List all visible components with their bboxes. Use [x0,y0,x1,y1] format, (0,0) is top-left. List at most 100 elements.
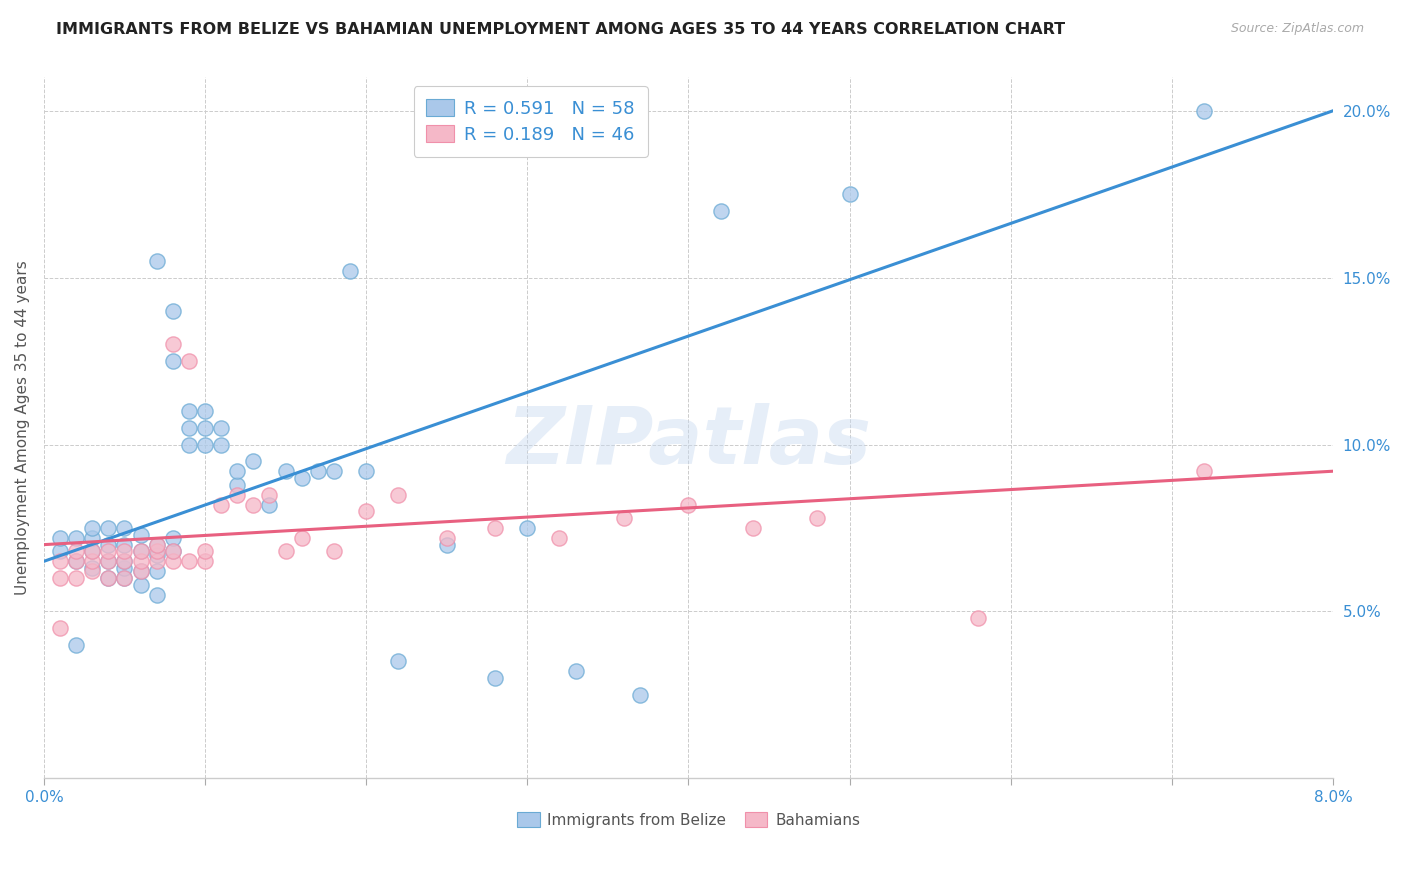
Point [710,203,733,218]
Point [339,264,361,278]
Point [209,498,232,512]
Point [49,571,72,585]
Point [97,544,120,558]
Point [226,464,249,478]
Point [65,571,87,585]
Point [967,611,990,625]
Point [65,544,87,558]
Y-axis label: Unemployment Among Ages 35 to 44 years: Unemployment Among Ages 35 to 44 years [15,260,30,595]
Point [145,554,167,568]
Point [484,671,506,685]
Point [97,571,120,585]
Point [145,588,167,602]
Point [82,544,104,558]
Point [274,464,297,478]
Point [194,544,217,558]
Point [162,544,184,558]
Point [806,511,828,525]
Point [162,354,184,368]
Point [145,564,167,578]
Point [114,521,136,535]
Point [145,254,167,268]
Point [177,554,200,568]
Point [209,437,232,451]
Point [162,531,184,545]
Point [291,471,314,485]
Point [259,498,281,512]
Point [307,464,329,478]
Point [97,571,120,585]
Point [274,544,297,558]
Point [82,554,104,568]
Point [49,544,72,558]
Point [49,554,72,568]
Point [484,521,506,535]
Point [838,187,860,202]
Point [564,665,586,679]
Point [145,548,167,562]
Point [129,544,152,558]
Point [114,571,136,585]
Point [242,498,264,512]
Point [65,531,87,545]
Point [516,521,538,535]
Point [177,354,200,368]
Point [145,538,167,552]
Text: ZIPatlas: ZIPatlas [506,403,870,481]
Point [1192,103,1215,118]
Point [114,538,136,552]
Point [114,571,136,585]
Point [65,638,87,652]
Point [97,554,120,568]
Point [322,544,344,558]
Point [436,531,458,545]
Point [226,487,249,501]
Point [678,498,700,512]
Point [194,404,217,418]
Point [613,511,636,525]
Point [226,477,249,491]
Point [82,521,104,535]
Point [741,521,763,535]
Point [82,561,104,575]
Point [162,304,184,318]
Point [97,554,120,568]
Point [82,544,104,558]
Point [129,544,152,558]
Point [65,554,87,568]
Point [436,538,458,552]
Point [97,521,120,535]
Point [114,544,136,558]
Point [194,421,217,435]
Point [82,531,104,545]
Point [145,544,167,558]
Point [177,421,200,435]
Point [114,554,136,568]
Point [129,554,152,568]
Point [387,487,409,501]
Text: IMMIGRANTS FROM BELIZE VS BAHAMIAN UNEMPLOYMENT AMONG AGES 35 TO 44 YEARS CORREL: IMMIGRANTS FROM BELIZE VS BAHAMIAN UNEMP… [56,22,1066,37]
Point [322,464,344,478]
Point [242,454,264,468]
Point [387,655,409,669]
Point [114,561,136,575]
Point [1192,464,1215,478]
Point [82,564,104,578]
Point [65,554,87,568]
Point [97,538,120,552]
Point [548,531,571,545]
Point [129,577,152,591]
Point [177,404,200,418]
Point [129,564,152,578]
Point [354,464,377,478]
Point [259,487,281,501]
Legend: Immigrants from Belize, Bahamians: Immigrants from Belize, Bahamians [510,805,866,834]
Point [129,527,152,541]
Point [49,531,72,545]
Point [114,554,136,568]
Point [354,504,377,518]
Point [291,531,314,545]
Point [129,564,152,578]
Point [145,538,167,552]
Point [628,688,651,702]
